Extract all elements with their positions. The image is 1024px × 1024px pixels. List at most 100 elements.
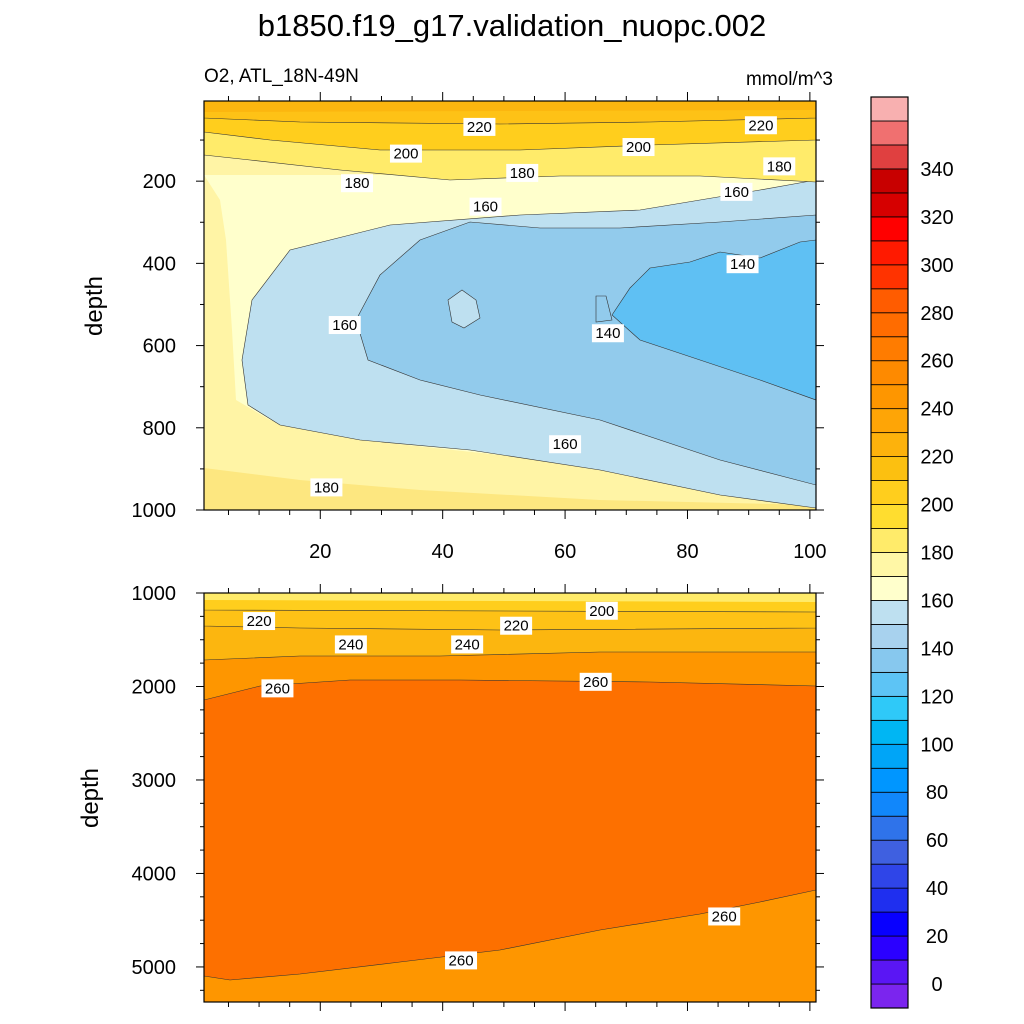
upper-contour-label: 220 bbox=[463, 117, 496, 136]
upper-y-axis-label: depth bbox=[81, 276, 108, 336]
colorbar-segment bbox=[870, 312, 909, 338]
svg-text:160: 160 bbox=[473, 199, 498, 216]
colorbar-segment bbox=[870, 911, 909, 937]
upper-fill-blue-core bbox=[611, 239, 816, 401]
lower-contour-label: 260 bbox=[708, 907, 741, 926]
units-subtitle: mmol/m^3 bbox=[746, 69, 833, 90]
upper-contour-plot bbox=[204, 101, 816, 510]
colorbar-label: 320 bbox=[920, 207, 953, 229]
colorbar-label: 300 bbox=[920, 255, 953, 277]
upper-y-tick-label: 200 bbox=[143, 171, 176, 193]
colorbar-segment bbox=[870, 264, 909, 290]
upper-y-tick-label: 400 bbox=[143, 253, 176, 275]
svg-text:140: 140 bbox=[595, 325, 620, 342]
svg-text:260: 260 bbox=[265, 680, 290, 697]
svg-text:220: 220 bbox=[247, 613, 272, 630]
colorbar-segment bbox=[870, 743, 909, 769]
lower-y-axis-label: depth bbox=[77, 768, 104, 828]
colorbar-label: 100 bbox=[920, 734, 953, 756]
svg-text:240: 240 bbox=[338, 636, 363, 653]
svg-text:180: 180 bbox=[344, 175, 369, 192]
upper-contour-label: 140 bbox=[726, 255, 759, 274]
lower-contour-labels: 220 240 240 220 200 260 260 260 260 bbox=[243, 601, 741, 970]
colorbar-label: 140 bbox=[920, 638, 953, 660]
colorbar-segment bbox=[870, 360, 909, 386]
lower-y-tick-label: 1000 bbox=[132, 583, 177, 605]
upper-contour-label: 160 bbox=[328, 316, 361, 335]
upper-contour-130-patch bbox=[447, 289, 481, 329]
svg-text:220: 220 bbox=[748, 117, 773, 134]
lower-contour-label: 260 bbox=[579, 672, 612, 691]
upper-blue-inlet-140 bbox=[595, 295, 613, 323]
colorbar-segment bbox=[870, 576, 909, 601]
upper-x-tick-label: 100 bbox=[793, 541, 826, 563]
upper-plot-frame bbox=[203, 100, 817, 511]
svg-text:180: 180 bbox=[314, 479, 339, 496]
colorbar-label: 80 bbox=[926, 782, 948, 804]
colorbar-segment bbox=[870, 240, 909, 266]
lower-contour-label: 220 bbox=[243, 612, 276, 631]
colorbar-label: 160 bbox=[920, 590, 953, 612]
colorbar-segment bbox=[870, 719, 909, 745]
colorbar-label: 20 bbox=[926, 926, 948, 948]
colorbar-label: 60 bbox=[926, 830, 948, 852]
colorbar-segment bbox=[870, 863, 909, 889]
colorbar-segment bbox=[870, 504, 909, 529]
svg-text:240: 240 bbox=[455, 636, 480, 653]
lower-fill-bottom-orange bbox=[204, 889, 816, 1002]
colorbar-segment bbox=[870, 624, 909, 649]
colorbar-label: 200 bbox=[920, 495, 953, 517]
lower-fill-band-200 bbox=[204, 593, 816, 602]
lower-y-tick-label: 4000 bbox=[132, 863, 177, 885]
colorbar-label: 220 bbox=[920, 447, 953, 469]
lower-contour-label: 240 bbox=[334, 635, 367, 654]
svg-text:260: 260 bbox=[583, 674, 608, 691]
lower-y-tick-label: 3000 bbox=[132, 770, 177, 792]
svg-text:160: 160 bbox=[332, 317, 357, 334]
svg-text:160: 160 bbox=[553, 436, 578, 453]
svg-text:180: 180 bbox=[510, 165, 535, 182]
lower-contour-label: 220 bbox=[500, 616, 533, 635]
colorbar-segment bbox=[870, 935, 909, 961]
upper-contour-labels: 220 220 200 200 180 180 180 160 160 160 140 140 160 1… bbox=[310, 116, 796, 497]
colorbar-segment bbox=[870, 144, 909, 170]
lower-plot-frame bbox=[203, 592, 817, 1003]
upper-y-tick-label: 800 bbox=[143, 418, 176, 440]
colorbar-label: 280 bbox=[920, 303, 953, 325]
lower-contour-label: 200 bbox=[585, 601, 618, 620]
upper-x-tick-label: 60 bbox=[554, 541, 576, 563]
colorbar-label: 120 bbox=[920, 686, 953, 708]
upper-contour-label: 220 bbox=[744, 116, 777, 135]
colorbar-segment bbox=[870, 120, 909, 146]
colorbar-segment bbox=[870, 432, 909, 458]
upper-contour-label: 160 bbox=[469, 197, 502, 216]
svg-text:260: 260 bbox=[449, 952, 474, 969]
colorbar-segment bbox=[870, 791, 909, 817]
upper-y-tick-label: 600 bbox=[143, 336, 176, 358]
svg-text:200: 200 bbox=[393, 146, 418, 163]
colorbar-frame bbox=[870, 96, 909, 1009]
colorbar-segment bbox=[870, 839, 909, 865]
upper-contour-label: 180 bbox=[341, 174, 373, 193]
colorbar-label: 180 bbox=[920, 543, 953, 565]
colorbar-label: 260 bbox=[920, 351, 953, 373]
upper-contour-label: 200 bbox=[389, 144, 422, 163]
upper-y-ticks: 200 400 600 800 1000 bbox=[132, 139, 824, 522]
colorbar-segment bbox=[870, 983, 909, 1009]
upper-y-tick-label: 1000 bbox=[132, 500, 177, 522]
colorbar-segment bbox=[870, 959, 909, 985]
colorbar-label: 340 bbox=[920, 159, 953, 181]
svg-text:160: 160 bbox=[724, 184, 749, 201]
colorbar-segment bbox=[870, 192, 909, 218]
lower-contour-label: 260 bbox=[445, 951, 478, 970]
svg-text:200: 200 bbox=[626, 139, 651, 156]
colorbar-segment bbox=[870, 96, 909, 122]
lower-contour-label: 260 bbox=[261, 679, 294, 698]
colorbar: 0 20 40 60 80 100 120 140 160 180 200 220 240 260 280 3… bbox=[870, 96, 954, 1009]
upper-contour-label: 180 bbox=[310, 478, 343, 497]
colorbar-segment bbox=[870, 647, 909, 673]
colorbar-label: 0 bbox=[931, 974, 942, 996]
colorbar-segment bbox=[870, 600, 909, 625]
svg-text:180: 180 bbox=[767, 158, 792, 175]
